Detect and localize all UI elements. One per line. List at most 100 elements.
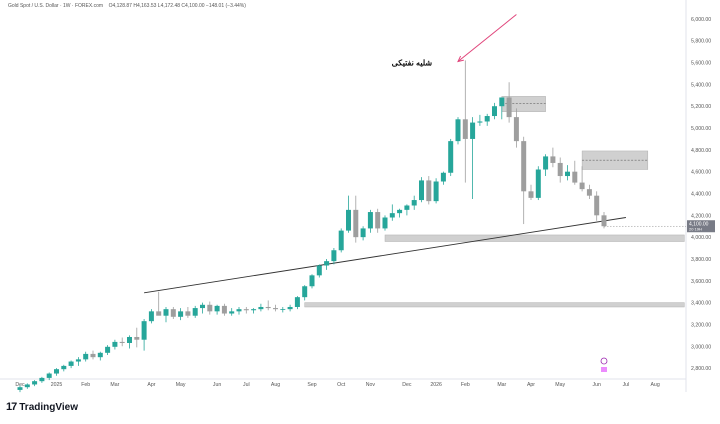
candle-body xyxy=(46,373,52,378)
y-tick-label: 5,400.00 xyxy=(691,82,711,88)
candle-body xyxy=(75,359,81,362)
symbol-label[interactable]: Gold Spot / U.S. Dollar · 1W · FOREX.com xyxy=(8,3,104,9)
x-tick-label: Apr xyxy=(527,382,535,388)
candle-body xyxy=(353,209,359,238)
candle-body xyxy=(316,265,322,276)
y-tick-label: 4,000.00 xyxy=(691,235,711,241)
y-tick-label: 3,000.00 xyxy=(691,344,711,350)
candle-body xyxy=(207,304,213,312)
candle-body xyxy=(404,205,410,210)
candle-body xyxy=(178,311,184,317)
candle-body xyxy=(119,341,125,343)
annotation-label: شلیه نفتیکی xyxy=(392,59,433,68)
candle-body xyxy=(470,122,476,139)
candle-body xyxy=(506,97,512,118)
price-tag-box xyxy=(687,220,715,233)
candle-body xyxy=(302,286,308,298)
supply-demand-zone xyxy=(384,234,685,242)
candle-body xyxy=(543,156,549,170)
candle-body xyxy=(68,361,74,366)
candle-body xyxy=(594,195,600,216)
candle-body xyxy=(492,106,497,117)
candle-body xyxy=(24,384,30,388)
x-tick-label: Aug xyxy=(271,382,280,388)
x-tick-label: 2025 xyxy=(51,382,63,388)
y-tick-label: 3,200.00 xyxy=(691,322,711,328)
x-tick-label: Feb xyxy=(81,382,90,388)
candle-body xyxy=(448,141,454,173)
candle-body xyxy=(367,212,373,229)
x-tick-label: 2026 xyxy=(430,382,442,388)
x-tick-label: May xyxy=(176,382,186,388)
candle-body xyxy=(97,352,103,358)
x-tick-label: Nov xyxy=(366,382,376,388)
candle-body xyxy=(433,181,439,202)
x-tick-label: Jul xyxy=(243,382,250,388)
x-tick-label: Aug xyxy=(650,382,659,388)
candle-body xyxy=(484,116,490,122)
y-tick-label: 5,000.00 xyxy=(691,126,711,132)
x-tick-label: Feb xyxy=(461,382,470,388)
candle-body xyxy=(513,117,519,142)
candle-body xyxy=(105,346,111,353)
y-tick-label: 5,600.00 xyxy=(691,61,711,67)
y-tick-label: 5,200.00 xyxy=(691,104,711,110)
tradingview-branding[interactable]: 17 TradingView xyxy=(6,401,78,413)
candle-body xyxy=(309,275,315,287)
candle-body xyxy=(521,141,527,192)
candle-body xyxy=(375,212,381,229)
candle-body xyxy=(477,121,483,123)
candle-body xyxy=(572,171,578,183)
candle-body xyxy=(280,309,286,310)
candle-body xyxy=(579,182,585,190)
y-tick-label: 3,800.00 xyxy=(691,257,711,263)
candle-body xyxy=(112,341,118,347)
candle-body xyxy=(214,305,220,312)
candle-body xyxy=(550,156,556,163)
supply-demand-zone xyxy=(304,302,685,308)
tradingview-logo-icon: 17 xyxy=(6,401,17,413)
y-tick-label: 4,200.00 xyxy=(691,213,711,219)
y-tick-label: 6,000.00 xyxy=(691,17,711,23)
candle-body xyxy=(411,200,417,206)
y-tick-label: 3,400.00 xyxy=(691,301,711,307)
candle-body xyxy=(586,189,592,196)
y-tick-label: 3,600.00 xyxy=(691,279,711,285)
candle-body xyxy=(331,250,337,262)
trendline xyxy=(144,217,626,294)
event-flag-icon xyxy=(601,367,607,372)
candle-body xyxy=(32,381,38,385)
candle-body xyxy=(200,304,205,309)
x-tick-label: Jun xyxy=(593,382,601,388)
annotation-arrow xyxy=(457,14,517,62)
candle-body xyxy=(462,119,468,139)
candle-body xyxy=(127,336,132,343)
candle-body xyxy=(397,209,403,214)
candle-body xyxy=(141,321,147,340)
candle-body xyxy=(83,353,89,360)
brand-name: TradingView xyxy=(19,401,78,413)
price-tag-countdown: 20 19H xyxy=(689,227,702,232)
x-tick-label: Mar xyxy=(497,382,506,388)
candle-body xyxy=(557,162,563,177)
candle-body xyxy=(163,309,169,316)
candle-body xyxy=(499,97,505,107)
candle-body xyxy=(229,311,235,314)
x-tick-label: Mar xyxy=(110,382,119,388)
y-tick-label: 4,400.00 xyxy=(691,192,711,198)
candle-body xyxy=(148,311,154,322)
candle-body xyxy=(236,309,242,312)
y-tick-label: 4,600.00 xyxy=(691,170,711,176)
x-tick-label: Dec xyxy=(402,382,412,388)
candle-body xyxy=(61,365,67,370)
candle-body xyxy=(426,180,432,202)
price-tag-value: 4,100.00 xyxy=(689,222,709,228)
candle-body xyxy=(389,213,395,218)
x-tick-label: Apr xyxy=(147,382,155,388)
candle-body xyxy=(170,309,176,317)
candle-body xyxy=(360,228,366,238)
event-marker-icon xyxy=(600,357,608,365)
x-tick-label: May xyxy=(555,382,565,388)
